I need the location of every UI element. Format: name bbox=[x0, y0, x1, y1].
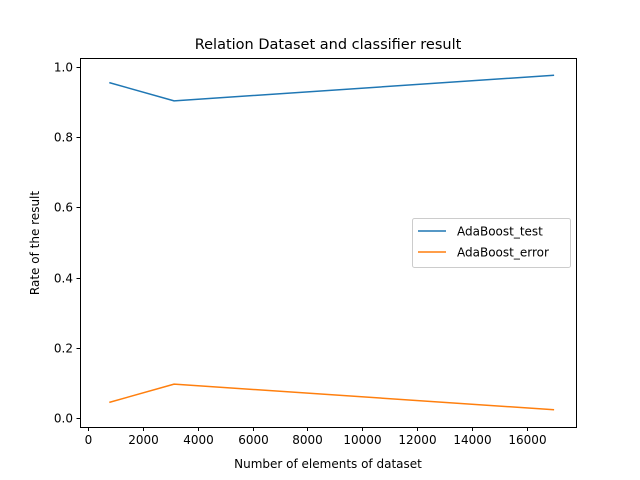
series-lines bbox=[109, 74, 555, 411]
x-axis-ticks: 0 2000 4000 6000 8000 10000 12000 14000 16000 bbox=[85, 427, 547, 447]
y-axis-label: Rate of the result bbox=[28, 191, 42, 295]
x-tick-label: 10000 bbox=[343, 433, 381, 447]
y-tick-label: 0.4 bbox=[54, 272, 73, 286]
y-tick-label: 0.2 bbox=[54, 342, 73, 356]
x-tick-label: 14000 bbox=[453, 433, 491, 447]
legend-box bbox=[412, 218, 571, 268]
legend-label: AdaBoost_test bbox=[457, 225, 543, 239]
x-tick-label: 2000 bbox=[128, 433, 159, 447]
series-line-adaboost-test bbox=[109, 74, 555, 102]
series-line-adaboost-error bbox=[109, 383, 555, 411]
chart-title: Relation Dataset and classifier result bbox=[195, 37, 462, 53]
y-axis-ticks: 0.0 0.2 0.4 0.6 0.8 1.0 bbox=[54, 61, 81, 426]
x-axis-label: Number of elements of dataset bbox=[234, 457, 422, 471]
y-tick-label: 1.0 bbox=[54, 61, 73, 75]
x-tick-label: 6000 bbox=[238, 433, 269, 447]
plot-area-frame bbox=[80, 58, 577, 428]
x-tick-label: 4000 bbox=[183, 433, 214, 447]
x-tick-label: 8000 bbox=[292, 433, 323, 447]
legend: AdaBoost_test AdaBoost_error bbox=[412, 218, 571, 268]
x-tick-label: 12000 bbox=[398, 433, 436, 447]
x-tick-label: 0 bbox=[85, 433, 93, 447]
y-tick-label: 0.6 bbox=[54, 201, 73, 215]
y-tick-label: 0.0 bbox=[54, 412, 73, 426]
x-tick-label: 16000 bbox=[508, 433, 546, 447]
legend-label: AdaBoost_error bbox=[457, 246, 549, 260]
y-tick-label: 0.8 bbox=[54, 131, 73, 145]
